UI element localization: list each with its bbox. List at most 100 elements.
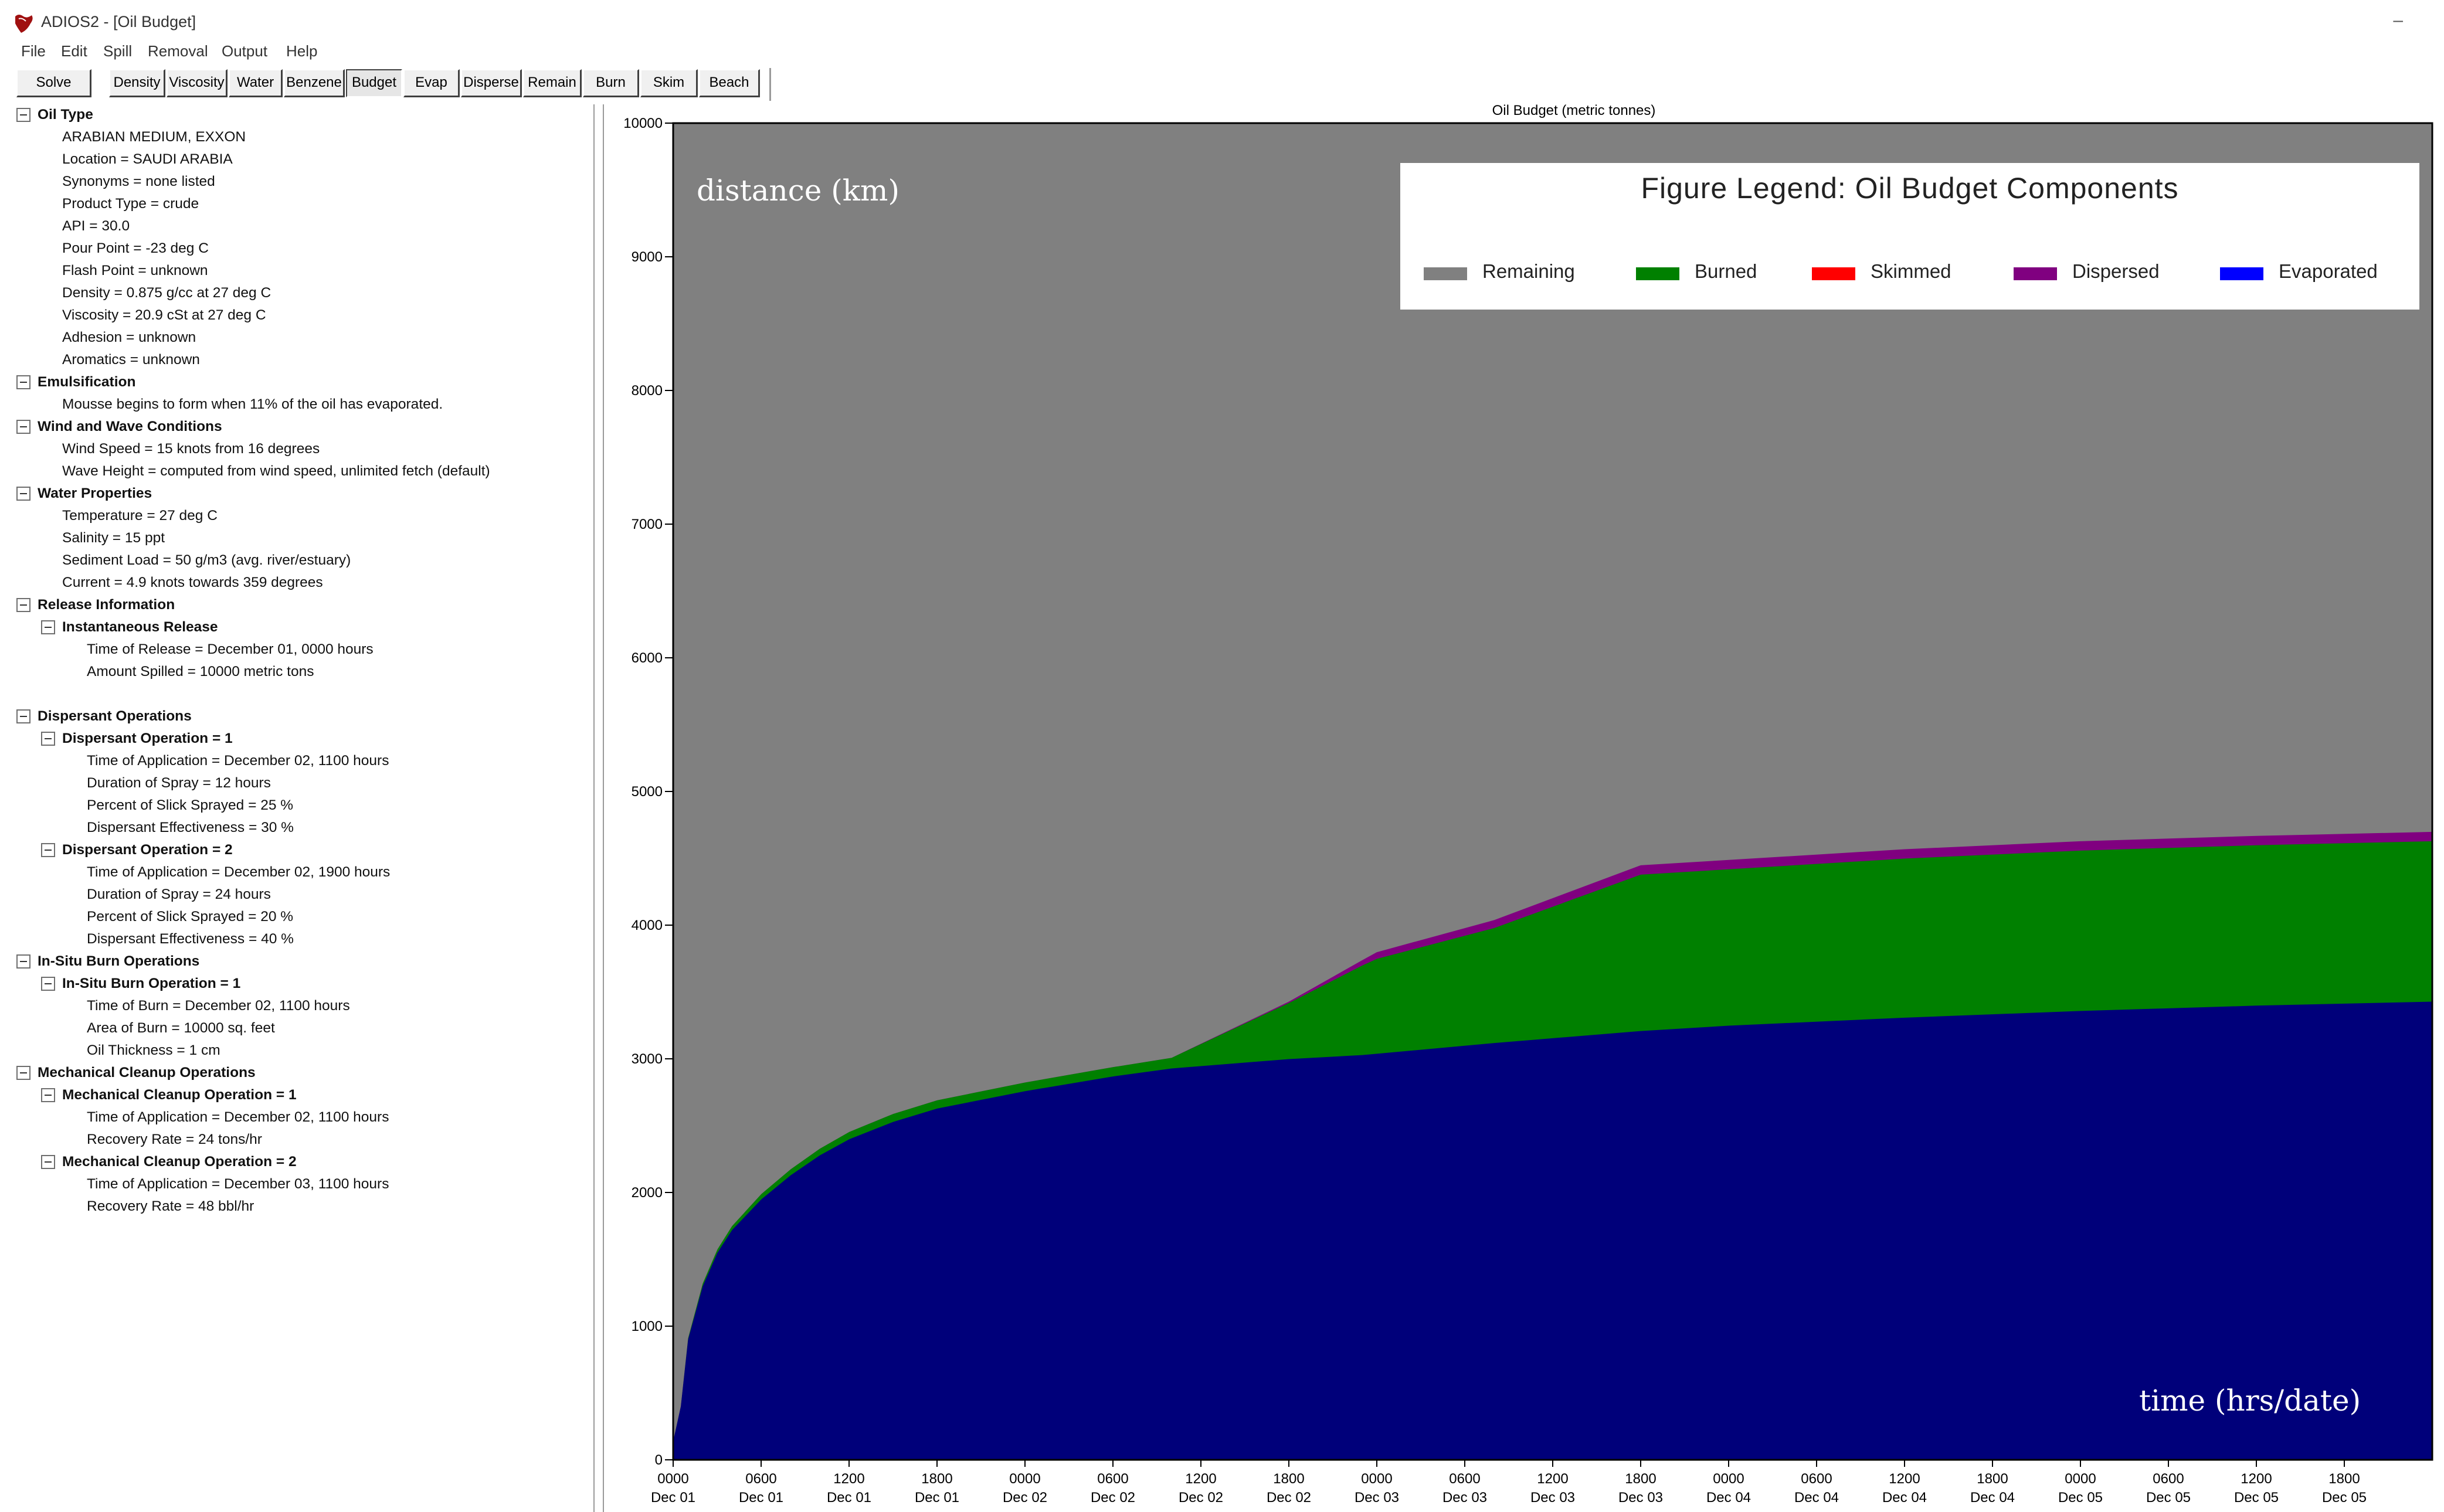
tree-line: Time of Application = December 03, 1100 …	[87, 1176, 389, 1192]
viscosity-button[interactable]: Viscosity	[167, 69, 228, 97]
y-tick-label: 3000	[632, 1051, 663, 1067]
density-button[interactable]: Density	[109, 69, 165, 97]
collapse-oil-type-icon[interactable]	[16, 108, 30, 122]
x-tick-label-time: 1800	[2328, 1471, 2360, 1487]
x-tick-label-date: Dec 01	[651, 1490, 695, 1506]
legend-label-dispersed: Dispersed	[2072, 260, 2160, 282]
skim-button[interactable]: Skim	[640, 69, 698, 97]
collapse-instantaneous-icon[interactable]	[41, 620, 55, 634]
tree-subheader-dispersant-op1[interactable]: Dispersant Operation = 1	[62, 730, 233, 746]
menu-bar: File Edit Spill Removal Output Help	[0, 41, 2444, 64]
tree-header-water[interactable]: Water Properties	[38, 485, 152, 501]
tree-subheader-mech-op1[interactable]: Mechanical Cleanup Operation = 1	[62, 1087, 297, 1103]
x-tick-label-time: 0600	[2153, 1471, 2184, 1487]
x-tick-label-date: Dec 04	[1970, 1490, 2015, 1506]
tree-header-mech[interactable]: Mechanical Cleanup Operations	[38, 1065, 256, 1081]
solve-button[interactable]: Solve	[16, 69, 91, 97]
tree-line: Time of Application = December 02, 1100 …	[87, 1109, 389, 1125]
x-tick-label-time: 0000	[1713, 1471, 1744, 1487]
tree-line: Mousse begins to form when 11% of the oi…	[62, 396, 443, 412]
tree-header-release[interactable]: Release Information	[38, 597, 175, 613]
x-tick-label-time: 0000	[1361, 1471, 1392, 1487]
beach-button[interactable]: Beach	[699, 69, 760, 97]
minimize-button[interactable]: –	[2393, 11, 2403, 30]
legend-label-burned: Burned	[1695, 260, 1757, 282]
x-tick-label-date: Dec 04	[1794, 1490, 1839, 1506]
y-tick-label: 9000	[632, 249, 663, 265]
tree-header-emulsification[interactable]: Emulsification	[38, 374, 136, 390]
legend-title: Figure Legend: Oil Budget Components	[1641, 172, 2179, 205]
chart-panel: Oil Budget (metric tonnes) 0 1000 2000 3000…	[604, 104, 2444, 1512]
tree-line: Location = SAUDI ARABIA	[62, 151, 233, 167]
tree-line: Duration of Spray = 12 hours	[87, 775, 271, 791]
collapse-mech-icon[interactable]	[16, 1066, 30, 1080]
x-tick-label-date: Dec 05	[2322, 1490, 2367, 1506]
legend-swatch-burned	[1636, 267, 1679, 280]
tree-line: Duration of Spray = 24 hours	[87, 886, 271, 902]
panel-splitter[interactable]	[593, 104, 604, 1512]
tree-subheader-dispersant-op2[interactable]: Dispersant Operation = 2	[62, 842, 233, 858]
y-tick-label: 4000	[632, 918, 663, 933]
x-tick-label-date: Dec 01	[915, 1490, 959, 1506]
collapse-mech-op1-icon[interactable]	[41, 1088, 55, 1102]
x-tick-label-time: 0000	[657, 1471, 688, 1487]
benzene-button[interactable]: Benzene	[284, 69, 345, 97]
collapse-mech-op2-icon[interactable]	[41, 1155, 55, 1169]
tree-line: Viscosity = 20.9 cSt at 27 deg C	[62, 307, 266, 323]
tree-header-oil-type[interactable]: Oil Type	[38, 107, 93, 123]
menu-spill[interactable]: Spill	[103, 42, 133, 60]
x-tick-label-time: 1800	[1977, 1471, 2008, 1487]
legend-swatch-dispersed	[2014, 267, 2057, 280]
x-tick-label-date: Dec 02	[1091, 1490, 1135, 1506]
menu-removal[interactable]: Removal	[148, 42, 208, 60]
water-button[interactable]: Water	[229, 69, 283, 97]
menu-output[interactable]: Output	[222, 42, 268, 60]
tree-header-wind[interactable]: Wind and Wave Conditions	[38, 419, 222, 434]
evap-button[interactable]: Evap	[403, 69, 460, 97]
tree-line: API = 30.0	[62, 218, 130, 234]
collapse-water-icon[interactable]	[16, 487, 30, 501]
menu-file[interactable]: File	[21, 42, 46, 60]
tree-line: ARABIAN MEDIUM, EXXON	[62, 129, 246, 145]
burn-button[interactable]: Burn	[583, 69, 639, 97]
x-tick-label-date: Dec 03	[1530, 1490, 1575, 1506]
chart-title: Oil Budget (metric tonnes)	[1492, 104, 1656, 118]
remain-button[interactable]: Remain	[523, 69, 582, 97]
menu-help[interactable]: Help	[286, 42, 318, 60]
collapse-burn-icon[interactable]	[16, 954, 30, 969]
collapse-dispersant-op1-icon[interactable]	[41, 732, 55, 746]
y-tick-label: 6000	[632, 650, 663, 666]
tree-subheader-mech-op2[interactable]: Mechanical Cleanup Operation = 2	[62, 1154, 297, 1170]
x-tick-label-time: 1800	[1625, 1471, 1656, 1487]
collapse-emulsification-icon[interactable]	[16, 375, 30, 389]
collapse-burn-op1-icon[interactable]	[41, 977, 55, 991]
x-tick-label-date: Dec 04	[1882, 1490, 1927, 1506]
disperse-button[interactable]: Disperse	[461, 69, 522, 97]
collapse-release-icon[interactable]	[16, 598, 30, 612]
x-tick-label-date: Dec 01	[739, 1490, 783, 1506]
tree-line: Time of Release = December 01, 0000 hour…	[87, 641, 374, 657]
tree-subheader-burn-op1[interactable]: In-Situ Burn Operation = 1	[62, 976, 241, 991]
x-tick-label-date: Dec 02	[1267, 1490, 1311, 1506]
x-tick-label-time: 1200	[1537, 1471, 1568, 1487]
tree-subheader-instantaneous[interactable]: Instantaneous Release	[62, 619, 218, 635]
tree-line: Time of Application = December 02, 1900 …	[87, 864, 391, 880]
legend-label-evaporated: Evaporated	[2279, 260, 2378, 282]
collapse-dispersant-icon[interactable]	[16, 709, 30, 723]
tree-line: Density = 0.875 g/cc at 27 deg C	[62, 285, 271, 301]
tree-header-burn[interactable]: In-Situ Burn Operations	[38, 953, 200, 969]
collapse-dispersant-op2-icon[interactable]	[41, 843, 55, 857]
x-tick-label-date: Dec 02	[1179, 1490, 1223, 1506]
x-tick-label-time: 1200	[2241, 1471, 2272, 1487]
y-tick-label: 8000	[632, 383, 663, 399]
tree-line: Recovery Rate = 48 bbl/hr	[87, 1198, 254, 1214]
x-tick-label-date: Dec 04	[1706, 1490, 1751, 1506]
tree-header-dispersant[interactable]: Dispersant Operations	[38, 708, 192, 724]
oil-budget-chart: Oil Budget (metric tonnes) 0 1000 2000 3000…	[623, 104, 2433, 1506]
collapse-wind-icon[interactable]	[16, 420, 30, 434]
menu-edit[interactable]: Edit	[61, 42, 87, 60]
y-tick-label: 5000	[632, 784, 663, 800]
budget-button[interactable]: Budget	[346, 69, 402, 97]
x-tick-label-date: Dec 01	[827, 1490, 871, 1506]
x-tick-label-date: Dec 02	[1003, 1490, 1047, 1506]
